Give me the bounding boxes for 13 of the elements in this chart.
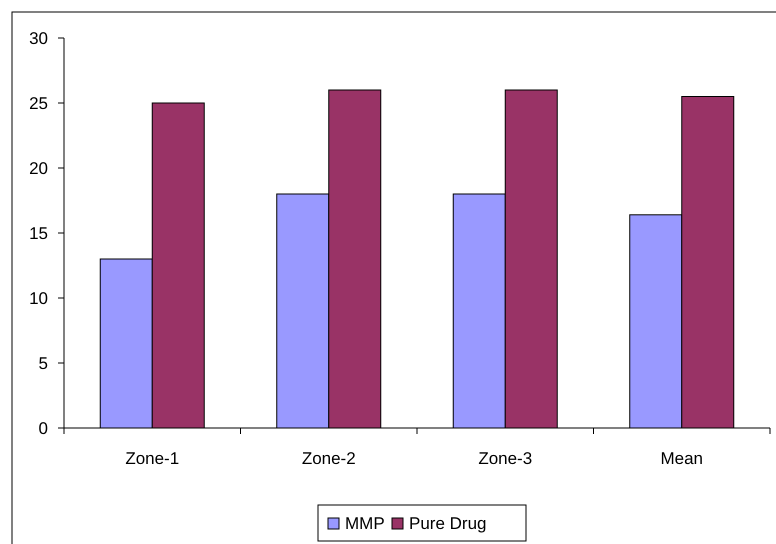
x-tick-label: Zone-3 xyxy=(478,449,532,468)
y-tick-label: 5 xyxy=(38,354,48,373)
x-tick-label: Zone-2 xyxy=(302,449,356,468)
y-tick-label: 0 xyxy=(38,418,48,438)
y-tick-label: 20 xyxy=(29,158,48,178)
y-tick-label: 25 xyxy=(29,94,48,113)
x-tick-label: Mean xyxy=(660,449,704,468)
y-tick-label: 30 xyxy=(29,28,48,48)
legend-label: MMP xyxy=(345,514,385,533)
legend-label: Pure Drug xyxy=(409,514,486,533)
x-tick-label: Zone-1 xyxy=(125,449,180,468)
y-tick-label: 15 xyxy=(29,224,48,243)
y-tick-label: 10 xyxy=(29,288,48,308)
